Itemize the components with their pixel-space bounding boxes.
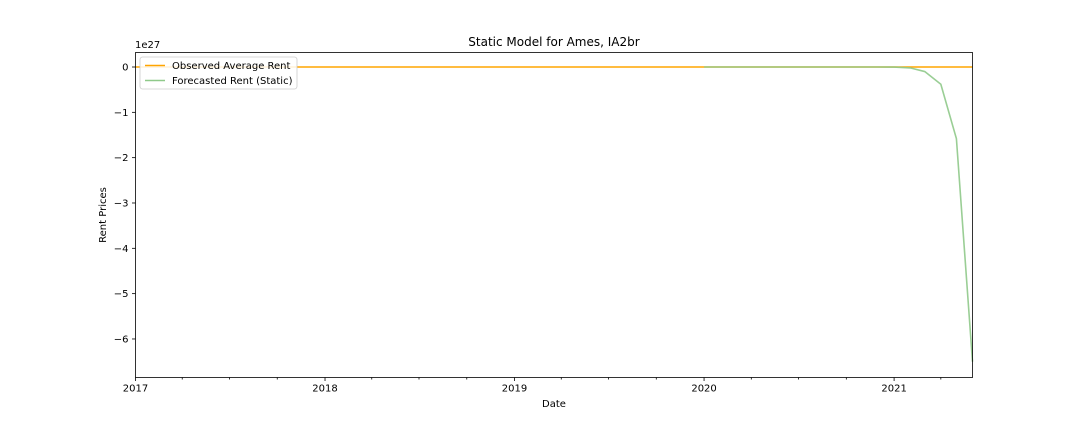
x-axis-label: Date [542,399,566,410]
y-tick-label: −4 [114,244,129,255]
y-offset-label: 1e27 [135,40,160,51]
y-tick-label: −2 [114,153,129,164]
legend-label: Observed Average Rent [172,61,291,72]
x-tick-label: 2018 [312,384,337,395]
legend-box [139,56,298,90]
y-tick-label: −6 [114,334,129,345]
chart-title: Static Model for Ames, IA2br [468,35,639,49]
x-tick-label: 2020 [691,384,716,395]
y-tick-label: −3 [114,198,129,209]
x-tick-label: 2021 [881,384,906,395]
x-tick-label: 2017 [123,384,148,395]
y-tick-label: −1 [114,108,129,119]
x-tick-label: 2019 [502,384,527,395]
legend-label: Forecasted Rent (Static) [172,76,293,87]
y-tick-label: −5 [114,289,129,300]
y-tick-label: 0 [122,63,128,74]
y-axis-label: Rent Prices [98,187,109,243]
series-line-2 [704,66,974,362]
plot-frame [135,52,973,378]
legend: Observed Average Rent Forecasted Rent (St… [139,56,298,90]
